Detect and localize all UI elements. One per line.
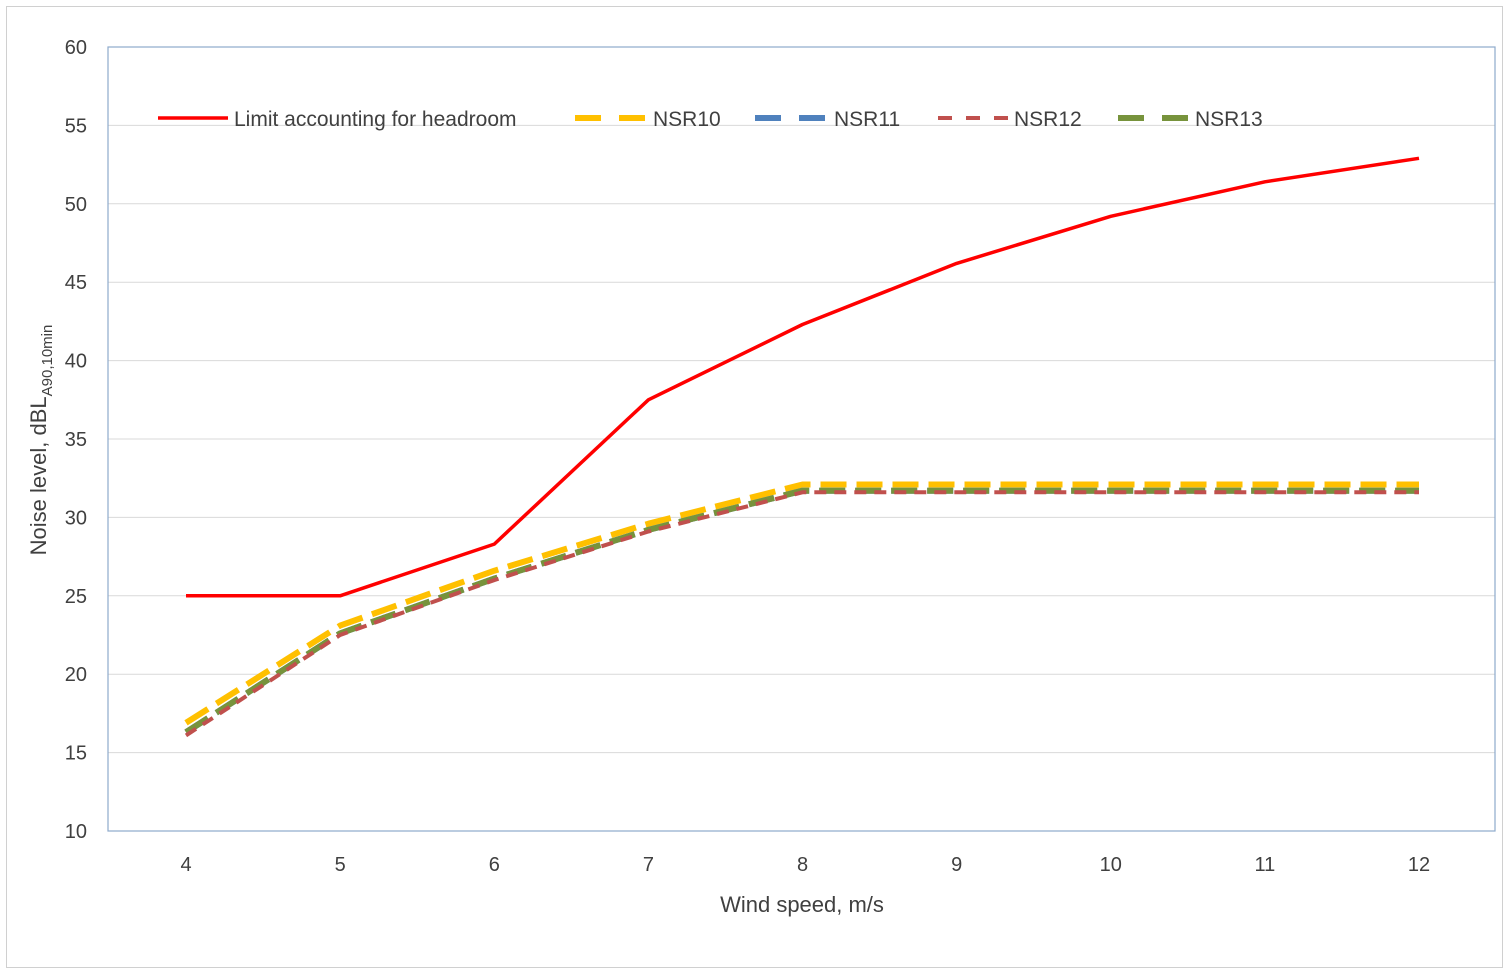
y-axis-title-subscript: A90,10min <box>39 325 56 397</box>
y-axis-title-main: Noise level, dBL <box>26 396 51 555</box>
y-tick-label: 45 <box>65 272 87 294</box>
x-tick-label: 6 <box>489 854 500 876</box>
series-line-limit-accounting-for-headroom <box>186 156 1420 598</box>
x-tick-label: 7 <box>643 854 654 876</box>
y-axis-title: Noise level, dBLA90,10min <box>26 325 56 556</box>
y-tick-label: 40 <box>65 351 87 373</box>
legend-label: NSR13 <box>1195 108 1263 131</box>
series-lines <box>184 156 1420 738</box>
y-tick-label: 15 <box>65 743 87 765</box>
y-tick-label: 20 <box>65 664 87 686</box>
legend-item: NSR13 <box>1118 108 1263 131</box>
x-tick-label: 5 <box>335 854 346 876</box>
y-tick-label: 55 <box>65 115 87 137</box>
x-tick-label: 12 <box>1408 854 1430 876</box>
legend: Limit accounting for headroom NSR10 NSR11 N… <box>158 108 1263 131</box>
legend-item: NSR12 <box>938 108 1082 131</box>
x-tick-label: 4 <box>180 854 191 876</box>
y-axis-ticks: 10 15 20 25 30 35 40 45 50 55 60 <box>65 37 87 843</box>
series-line-nsr10 <box>184 481 1419 726</box>
legend-item: Limit accounting for headroom <box>158 108 517 131</box>
legend-item: NSR11 <box>755 108 900 131</box>
y-tick-label: 30 <box>65 507 87 529</box>
series-line-nsr12 <box>184 490 1419 738</box>
x-axis-title: Wind speed, m/s <box>720 892 884 917</box>
gridlines <box>108 46 1495 832</box>
x-axis-ticks: 4 5 6 7 8 9 10 11 12 <box>180 854 1430 876</box>
x-tick-label: 10 <box>1100 854 1122 876</box>
legend-label: NSR10 <box>653 108 721 131</box>
legend-label: NSR11 <box>834 108 900 131</box>
x-tick-label: 11 <box>1254 854 1275 876</box>
plot-area <box>107 46 1496 832</box>
y-tick-label: 50 <box>65 194 87 216</box>
x-tick-label: 9 <box>951 854 962 876</box>
legend-item: NSR10 <box>575 108 721 131</box>
x-tick-label: 8 <box>797 854 808 876</box>
legend-label: Limit accounting for headroom <box>234 108 517 131</box>
legend-label: NSR12 <box>1014 108 1082 131</box>
y-tick-label: 10 <box>65 821 87 843</box>
y-tick-label: 35 <box>65 429 87 451</box>
y-tick-label: 60 <box>65 37 87 59</box>
y-tick-label: 25 <box>65 586 87 608</box>
